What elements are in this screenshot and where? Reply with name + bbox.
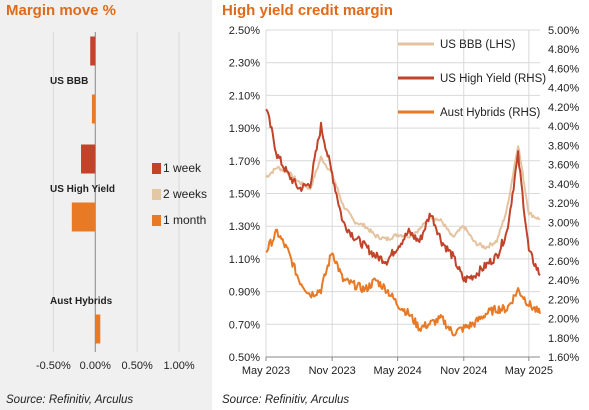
bar <box>91 94 96 124</box>
right-y-tick-label: 4.20% <box>548 102 579 114</box>
category-label: US BBB <box>50 76 88 87</box>
x-tick-label: 0.50% <box>122 360 153 372</box>
credit-margin-panel: High yield credit margin 2.50% 2.30% 2.10%… <box>212 0 589 410</box>
bar <box>71 202 96 232</box>
right-y-tick-label: 1.80% <box>548 333 579 345</box>
credit-margin-line-chart: 2.50% 2.30% 2.10% 1.90% 1.70% 1.50% 1.30% 1.10%… <box>229 25 580 377</box>
right-y-tick-label: 2.00% <box>548 314 579 326</box>
left-y-tick-label: 1.70% <box>229 156 260 168</box>
bar <box>95 314 101 344</box>
x-tick-label: May 2024 <box>373 365 421 377</box>
left-y-tick-label: 0.50% <box>229 352 260 364</box>
right-y-tick-label: 3.60% <box>548 160 579 172</box>
left-y-tick-label: 1.30% <box>229 221 260 233</box>
legend-label: Aust Hybrids (RHS) <box>440 107 540 119</box>
margin-move-panel: Margin move % -0.50% 0.00% 0.50% 1.00% US BB… <box>0 0 212 410</box>
x-tick-label: 1.00% <box>163 360 194 372</box>
x-tick-label: Nov 2023 <box>309 365 356 377</box>
bar <box>81 144 96 174</box>
right-y-tick-label: 2.80% <box>548 237 579 249</box>
right-y-tick-label: 1.60% <box>548 352 579 364</box>
left-y-tick-label: 1.90% <box>229 123 260 135</box>
right-y-tick-label: 3.00% <box>548 217 579 229</box>
legend-swatch <box>152 189 161 200</box>
right-y-tick-label: 5.00% <box>548 25 579 37</box>
series-line <box>265 108 541 283</box>
left-y-tick-label: 2.10% <box>229 90 260 102</box>
legend-label: US High Yield (RHS) <box>440 73 546 85</box>
right-y-tick-label: 2.40% <box>548 275 579 287</box>
left-y-tick-label: 2.30% <box>229 58 260 70</box>
category-label: Aust Hybrids <box>50 296 113 307</box>
right-y-tick-label: 3.40% <box>548 179 579 191</box>
series-line <box>265 145 541 250</box>
left-y-tick-label: 2.50% <box>229 25 260 37</box>
right-y-tick-label: 2.20% <box>548 294 579 306</box>
left-source-note: Source: Refinitiv, Arculus <box>6 394 134 406</box>
left-y-tick-label: 0.70% <box>229 319 260 331</box>
left-y-tick-label: 1.10% <box>229 254 260 266</box>
right-y-tick-label: 3.20% <box>548 198 579 210</box>
legend-label: 1 week <box>163 161 202 175</box>
right-y-tick-label: 4.60% <box>548 63 579 75</box>
right-y-tick-label: 4.00% <box>548 121 579 133</box>
right-y-tick-label: 3.80% <box>548 140 579 152</box>
x-tick-label: 0.00% <box>80 360 111 372</box>
legend-label: 2 weeks <box>163 187 207 201</box>
legend-swatch <box>152 163 161 174</box>
right-y-tick-label: 2.60% <box>548 256 579 268</box>
category-label: US High Yield <box>50 184 115 195</box>
right-y-tick-label: 4.80% <box>548 44 579 56</box>
x-tick-label: -0.50% <box>36 360 71 372</box>
legend-swatch <box>152 215 161 226</box>
left-y-tick-label: 1.50% <box>229 189 260 201</box>
series-line <box>265 228 541 337</box>
right-y-tick-label: 4.40% <box>548 83 579 95</box>
margin-move-bar-chart: -0.50% 0.00% 0.50% 1.00% US BBB US High Yield… <box>36 32 207 372</box>
right-source-note: Source: Refinitiv, Arculus <box>222 394 350 406</box>
legend-label: US BBB (LHS) <box>440 39 516 51</box>
x-tick-label: Nov 2024 <box>440 365 487 377</box>
x-tick-label: May 2025 <box>505 365 553 377</box>
right-chart-title: High yield credit margin <box>222 2 393 19</box>
x-tick-label: May 2023 <box>242 365 290 377</box>
left-y-tick-label: 0.90% <box>229 287 260 299</box>
legend-label: 1 month <box>163 213 206 227</box>
bar <box>90 36 96 66</box>
left-chart-title: Margin move % <box>6 2 117 19</box>
